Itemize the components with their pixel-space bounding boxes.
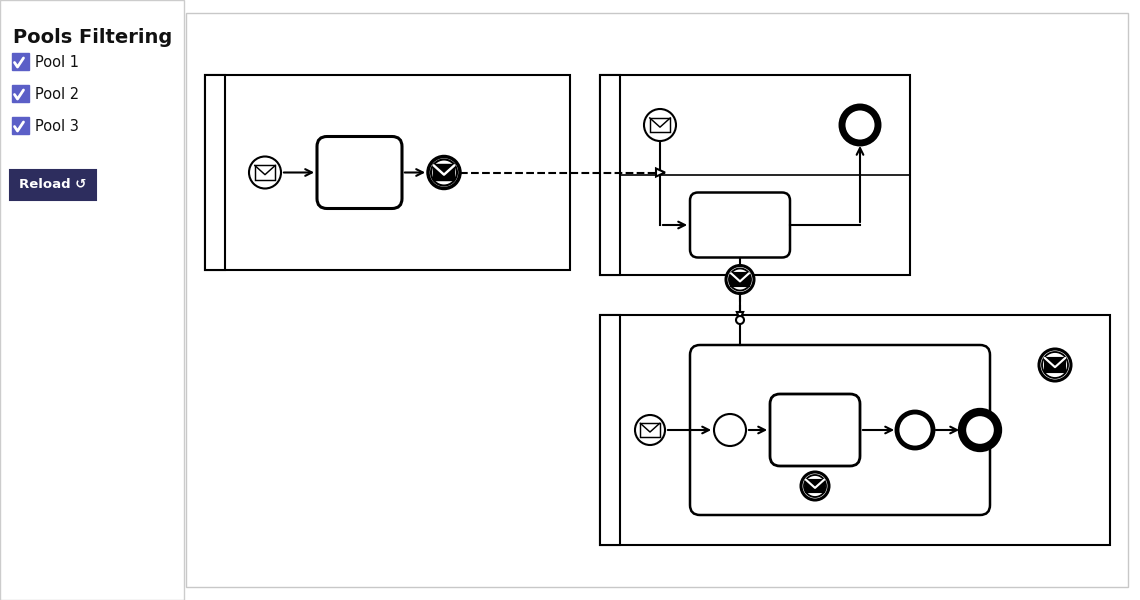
FancyBboxPatch shape — [690, 193, 790, 257]
FancyBboxPatch shape — [13, 117, 28, 134]
Circle shape — [736, 316, 744, 324]
Circle shape — [1042, 352, 1068, 378]
FancyBboxPatch shape — [600, 315, 620, 545]
Circle shape — [428, 157, 461, 188]
FancyBboxPatch shape — [690, 345, 990, 515]
Text: Pool 3: Pool 3 — [35, 119, 79, 134]
FancyBboxPatch shape — [641, 423, 660, 437]
FancyBboxPatch shape — [600, 315, 1110, 545]
Circle shape — [842, 107, 878, 143]
FancyBboxPatch shape — [600, 75, 620, 275]
Circle shape — [962, 412, 998, 448]
Circle shape — [249, 157, 280, 188]
Circle shape — [804, 475, 826, 497]
FancyBboxPatch shape — [186, 13, 1127, 587]
FancyBboxPatch shape — [205, 75, 570, 270]
Circle shape — [635, 415, 665, 445]
Polygon shape — [656, 169, 665, 176]
Circle shape — [897, 412, 933, 448]
FancyBboxPatch shape — [433, 165, 455, 180]
Text: Pools Filtering: Pools Filtering — [13, 28, 172, 47]
FancyBboxPatch shape — [0, 0, 184, 600]
Circle shape — [431, 160, 457, 185]
FancyBboxPatch shape — [731, 273, 749, 286]
FancyBboxPatch shape — [254, 165, 276, 180]
Circle shape — [801, 472, 829, 500]
FancyBboxPatch shape — [806, 480, 824, 492]
Text: Reload ↺: Reload ↺ — [19, 179, 87, 191]
Circle shape — [726, 265, 754, 293]
FancyBboxPatch shape — [317, 136, 402, 208]
Circle shape — [644, 109, 676, 141]
Text: Pool 2: Pool 2 — [35, 87, 79, 102]
Text: Pool 1: Pool 1 — [35, 55, 79, 70]
Circle shape — [714, 414, 746, 446]
FancyBboxPatch shape — [600, 75, 910, 275]
FancyBboxPatch shape — [205, 75, 225, 270]
FancyBboxPatch shape — [13, 85, 28, 102]
FancyBboxPatch shape — [650, 118, 670, 132]
FancyBboxPatch shape — [1044, 358, 1066, 372]
Circle shape — [1039, 349, 1070, 381]
Circle shape — [728, 269, 751, 290]
FancyBboxPatch shape — [770, 394, 860, 466]
FancyBboxPatch shape — [10, 170, 96, 200]
FancyBboxPatch shape — [13, 53, 28, 70]
Polygon shape — [736, 312, 743, 320]
